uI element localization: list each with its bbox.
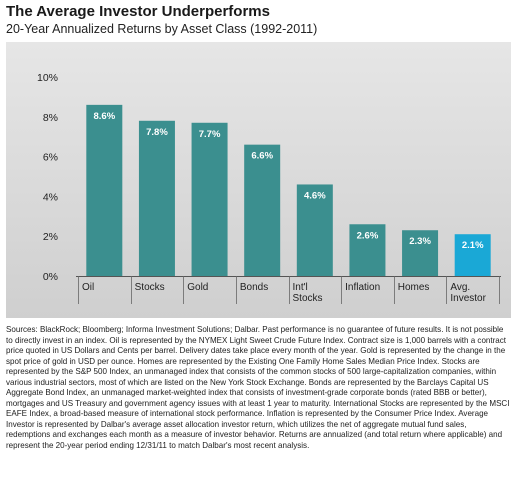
- data-label: 4.6%: [304, 190, 326, 201]
- bar: [402, 230, 439, 276]
- bar: [138, 120, 175, 276]
- x-tick-label: Int'l: [293, 282, 308, 293]
- chart-panel: 0% 2% 4% 6% 8% 10% 8.6% 7.8% 7.7% 6.6% 4.6% 2.6% 2.3…: [6, 42, 511, 318]
- x-tick-label: Stocks: [293, 293, 323, 304]
- chart-subtitle: 20-Year Annualized Returns by Asset Clas…: [6, 22, 318, 36]
- data-label: 2.3%: [409, 236, 431, 247]
- x-tick-label: Homes: [398, 282, 430, 293]
- x-tick-label: Oil: [82, 282, 94, 293]
- bar: [296, 184, 333, 276]
- x-tick-label: Gold: [187, 282, 208, 293]
- x-tick-label: Inflation: [345, 282, 380, 293]
- x-tick-label: Stocks: [135, 282, 165, 293]
- x-tick-label: Bonds: [240, 282, 268, 293]
- data-label: 6.6%: [251, 151, 273, 162]
- y-tick-label: 8%: [43, 112, 58, 124]
- y-tick-label: 6%: [43, 152, 58, 164]
- x-tick-label: Avg.: [450, 282, 470, 293]
- footnote: Sources: BlackRock; Bloomberg; Informa I…: [6, 325, 510, 451]
- chart-title: The Average Investor Underperforms: [6, 3, 270, 20]
- bar-chart: 0% 2% 4% 6% 8% 10% 8.6% 7.8% 7.7% 6.6% 4.6% 2.6% 2.3…: [37, 72, 501, 304]
- data-label: 2.1%: [462, 240, 484, 251]
- data-label: 2.6%: [357, 230, 379, 241]
- data-label: 7.8%: [146, 127, 168, 138]
- bar: [349, 224, 386, 276]
- bar: [191, 122, 228, 277]
- y-tick-label: 2%: [43, 231, 58, 243]
- y-tick-label: 10%: [37, 72, 58, 84]
- bar: [86, 104, 123, 276]
- data-label: 8.6%: [93, 111, 115, 122]
- data-label: 7.7%: [199, 129, 221, 140]
- x-tick-label: Investor: [450, 293, 486, 304]
- bar: [454, 234, 491, 276]
- bar: [244, 144, 281, 276]
- y-tick-label: 0%: [43, 271, 58, 283]
- y-tick-label: 4%: [43, 191, 58, 203]
